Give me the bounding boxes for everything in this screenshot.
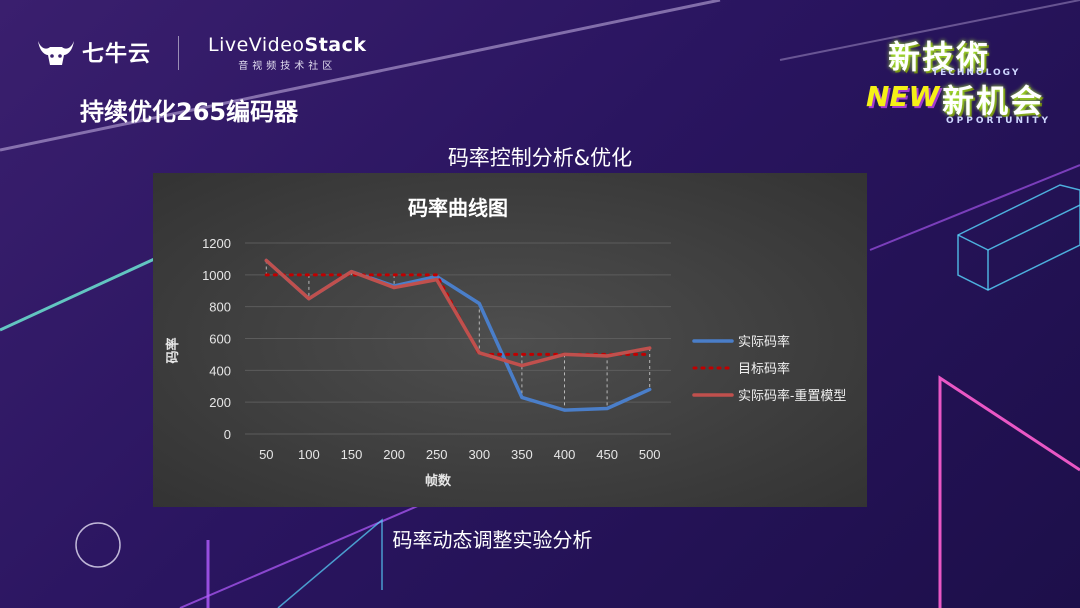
x-tick-label: 450 — [596, 447, 618, 462]
chart-title: 码率曲线图 — [408, 196, 508, 220]
y-tick-label: 800 — [209, 300, 231, 315]
event-tag-technology: TECHNOLOGY — [932, 68, 1021, 78]
slide-title: 持续优化265编码器 — [80, 98, 299, 126]
event-new: NEW — [866, 80, 940, 113]
livevideostack-logo: LiveVideoStack 音视频技术社区 — [208, 34, 367, 72]
y-tick-label: 1200 — [202, 236, 231, 251]
event-line1: 新技術 — [888, 38, 991, 76]
legend-label: 目标码率 — [738, 361, 790, 376]
x-tick-label: 50 — [259, 447, 273, 462]
x-tick-label: 350 — [511, 447, 533, 462]
x-tick-label: 200 — [383, 447, 405, 462]
event-line2: 新机会 — [942, 82, 1045, 120]
event-tag-opportunity: OPPORTUNITY — [946, 116, 1052, 126]
legend-label: 实际码率 — [738, 334, 790, 349]
y-tick-label: 200 — [209, 395, 231, 410]
qiniu-logo: 七牛云 — [36, 36, 151, 68]
bitrate-chart: 码率曲线图 0 200 400 600 800 1000 1200 50 100 150 200 250… — [153, 173, 867, 507]
slide-caption: 码率动态调整实验分析 — [392, 528, 593, 552]
x-tick-label: 300 — [468, 447, 490, 462]
legend-label: 实际码率-重置模型 — [738, 388, 846, 403]
y-tick-label: 400 — [209, 363, 231, 378]
lvs-suffix: Stack — [304, 34, 367, 56]
chart-canvas: 码率曲线图 0 200 400 600 800 1000 1200 50 100 150 200 250… — [165, 196, 846, 488]
x-axis-label: 帧数 — [425, 473, 452, 488]
x-tick-label: 400 — [554, 447, 576, 462]
event-badge: 新技術 TECHNOLOGY NEW 新机会 OPPORTUNITY — [866, 30, 1056, 130]
slide-subtitle: 码率控制分析&优化 — [447, 146, 633, 170]
x-tick-label: 250 — [426, 447, 448, 462]
y-tick-label: 0 — [224, 427, 231, 442]
bull-icon — [38, 41, 74, 65]
x-tick-label: 500 — [639, 447, 661, 462]
x-tick-label: 100 — [298, 447, 320, 462]
y-tick-label: 1000 — [202, 268, 231, 283]
logo-divider — [178, 36, 179, 70]
series-reset-line — [264, 258, 652, 368]
qiniu-brand-name: 七牛云 — [82, 42, 152, 67]
lvs-prefix: LiveVideo — [208, 34, 305, 56]
lvs-subtitle: 音视频技术社区 — [238, 61, 337, 72]
x-tick-label: 150 — [341, 447, 363, 462]
series-actual-line — [264, 258, 652, 412]
y-tick-label: 600 — [209, 332, 231, 347]
y-axis-label: 码率 — [165, 337, 180, 363]
